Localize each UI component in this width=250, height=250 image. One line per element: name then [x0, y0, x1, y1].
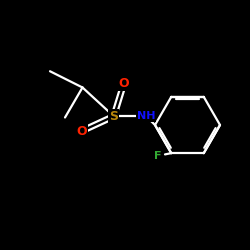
Text: O: O	[118, 77, 129, 90]
Text: F: F	[154, 151, 161, 161]
Text: S: S	[109, 110, 118, 123]
Text: NH: NH	[137, 111, 156, 121]
Text: O: O	[76, 125, 86, 138]
